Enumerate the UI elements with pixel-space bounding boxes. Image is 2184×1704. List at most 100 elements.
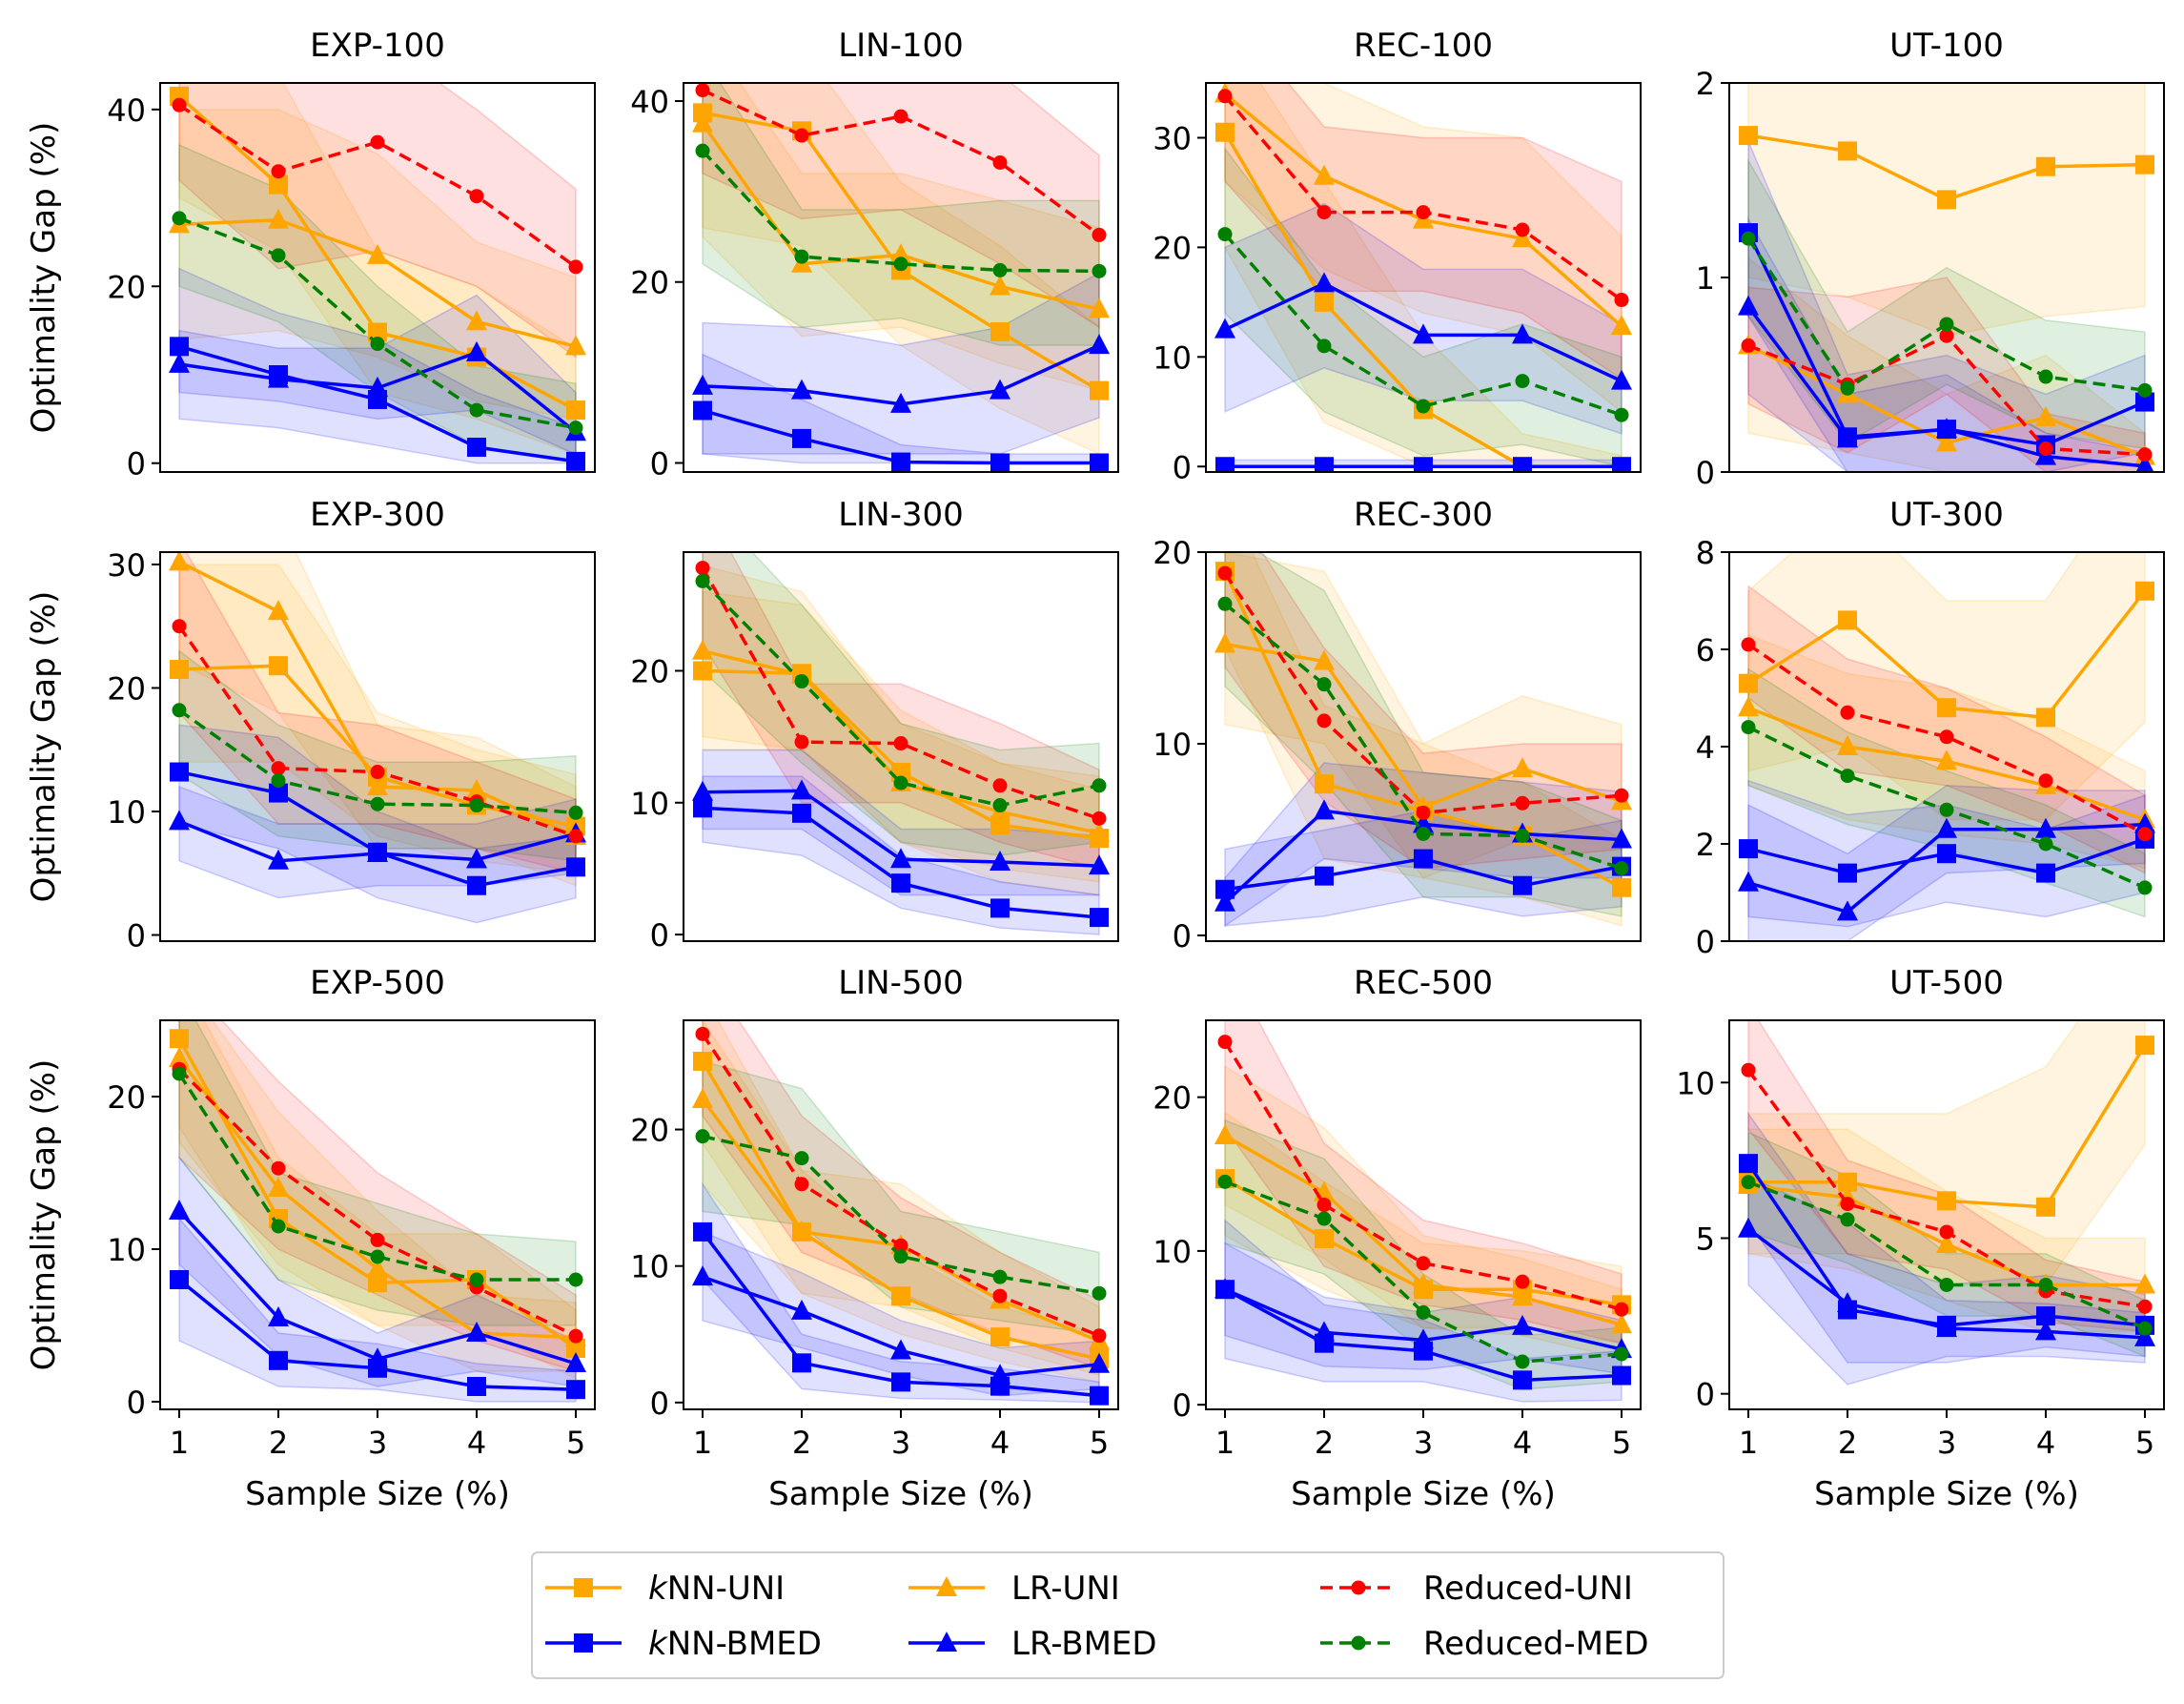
band-lr_bmed — [1747, 216, 2146, 472]
marker-lr_bmed — [169, 810, 190, 831]
marker-lr_bmed — [890, 392, 911, 413]
marker-red_med — [1515, 828, 1530, 843]
y-tick-label: 0 — [650, 917, 669, 954]
marker-red_uni — [172, 619, 187, 634]
marker-lr_bmed — [1089, 854, 1110, 875]
marker-red_med — [568, 1272, 583, 1287]
marker-knn_bmed — [1414, 457, 1433, 472]
marker-lr_bmed — [791, 779, 812, 800]
marker-red_uni — [1317, 205, 1332, 220]
marker-knn_uni — [693, 661, 712, 681]
marker-lr_uni — [1512, 227, 1533, 248]
marker-red_uni — [1840, 1197, 1855, 1212]
marker-red_uni — [568, 1328, 583, 1344]
y-tick-label: 20 — [1153, 1080, 1192, 1117]
marker-red_uni — [1939, 729, 1954, 745]
legend-label: Reduced-MED — [1423, 1625, 1649, 1663]
x-tick-label: 3 — [368, 1425, 387, 1461]
marker-knn_bmed — [1513, 875, 1532, 895]
marker-knn_uni — [1838, 141, 1857, 161]
marker-red_uni — [1092, 1328, 1107, 1344]
panel-title: REC-500 — [1354, 964, 1493, 1002]
x-tick-label: 5 — [1612, 1425, 1631, 1461]
marker-red_med — [1939, 317, 1954, 332]
marker-lr_uni — [367, 775, 388, 796]
legend-item-red_uni: Reduced-UNI — [1320, 1570, 1633, 1608]
marker-knn_bmed — [467, 1377, 486, 1396]
marker-knn_bmed — [170, 337, 189, 357]
marker-lr_bmed — [1314, 799, 1335, 820]
marker-knn_bmed — [990, 453, 1010, 472]
marker-red_uni — [370, 134, 385, 150]
marker-knn_bmed — [1838, 863, 1857, 883]
marker-knn_bmed — [1090, 908, 1109, 928]
legend-frame — [531, 1551, 1725, 1679]
marker-knn_uni — [1937, 190, 1956, 210]
marker-knn_bmed — [792, 1353, 811, 1373]
marker-knn_bmed — [1739, 1154, 1758, 1174]
plot-area — [169, 1020, 586, 1403]
marker-knn_bmed — [1215, 879, 1235, 899]
x-tick-label: 3 — [1414, 1425, 1433, 1461]
legend-label-rest: NN-BMED — [667, 1625, 822, 1663]
legend-marker — [1351, 1580, 1366, 1595]
y-tick-label: 10 — [1153, 727, 1192, 763]
marker-red_med — [1840, 769, 1855, 784]
y-axis-label: Optimality Gap (%) — [25, 1059, 63, 1371]
legend-label-italic: k — [648, 1625, 668, 1663]
y-tick-label: 0 — [1173, 918, 1192, 955]
marker-lr_bmed — [1089, 1352, 1110, 1373]
panel-exp-500: EXP-500 0 10 20 Optimality Gap (%) 1 2 3 4 5 Sampl… — [25, 964, 596, 1513]
marker-red_uni — [1741, 637, 1756, 652]
marker-lr_bmed — [2035, 817, 2056, 838]
marker-knn_bmed — [170, 762, 189, 782]
x-tick-label: 2 — [269, 1425, 288, 1461]
marker-lr_bmed — [169, 1200, 190, 1220]
marker-knn_bmed — [467, 438, 486, 458]
legend-label: kNN-UNI — [648, 1570, 785, 1608]
marker-red_med — [695, 1129, 710, 1144]
x-tick-label: 1 — [1739, 1425, 1758, 1461]
panel-exp-100: EXP-100 0 20 40 Optimality Gap (%) — [25, 27, 596, 482]
marker-lr_bmed — [1413, 812, 1434, 833]
marker-knn_bmed — [693, 1222, 712, 1242]
marker-lr_bmed — [1936, 418, 1957, 439]
marker-red_med — [568, 421, 583, 436]
marker-red_med — [1217, 1174, 1233, 1189]
marker-knn_bmed — [1739, 839, 1758, 859]
marker-lr_bmed — [2035, 1320, 2056, 1341]
marker-lr_bmed — [692, 780, 713, 801]
marker-red_uni — [1416, 805, 1431, 820]
marker-lr_uni — [466, 778, 487, 799]
marker-knn_uni — [990, 321, 1010, 341]
marker-red_med — [695, 573, 710, 588]
marker-red_med — [1614, 407, 1629, 422]
y-tick-label: 6 — [1696, 632, 1715, 668]
y-tick-label: 30 — [1153, 120, 1192, 156]
marker-knn_uni — [1937, 1191, 1956, 1211]
marker-knn_bmed — [566, 1380, 585, 1400]
marker-knn_uni — [170, 1029, 189, 1049]
marker-lr_uni — [1837, 735, 1858, 755]
marker-red_uni — [1515, 795, 1530, 811]
marker-red_med — [794, 1151, 809, 1166]
y-tick-label: 10 — [1676, 1065, 1715, 1101]
marker-knn_bmed — [1513, 457, 1532, 472]
marker-knn_bmed — [1612, 1365, 1631, 1386]
marker-red_med — [370, 1249, 385, 1264]
marker-red_uni — [1317, 1198, 1332, 1213]
marker-lr_bmed — [367, 1347, 388, 1368]
marker-red_uni — [1317, 713, 1332, 729]
marker-red_uni — [370, 765, 385, 780]
marker-knn_uni — [566, 400, 585, 421]
y-tick-label: 10 — [107, 794, 146, 831]
marker-red_med — [1217, 227, 1233, 242]
marker-knn_uni — [1937, 698, 1956, 718]
marker-lr_uni — [1512, 1285, 1533, 1306]
marker-red_med — [695, 143, 710, 158]
marker-red_uni — [1515, 222, 1530, 237]
marker-lr_uni — [1214, 632, 1235, 653]
plot-area — [169, 552, 586, 924]
marker-red_med — [1092, 778, 1107, 793]
